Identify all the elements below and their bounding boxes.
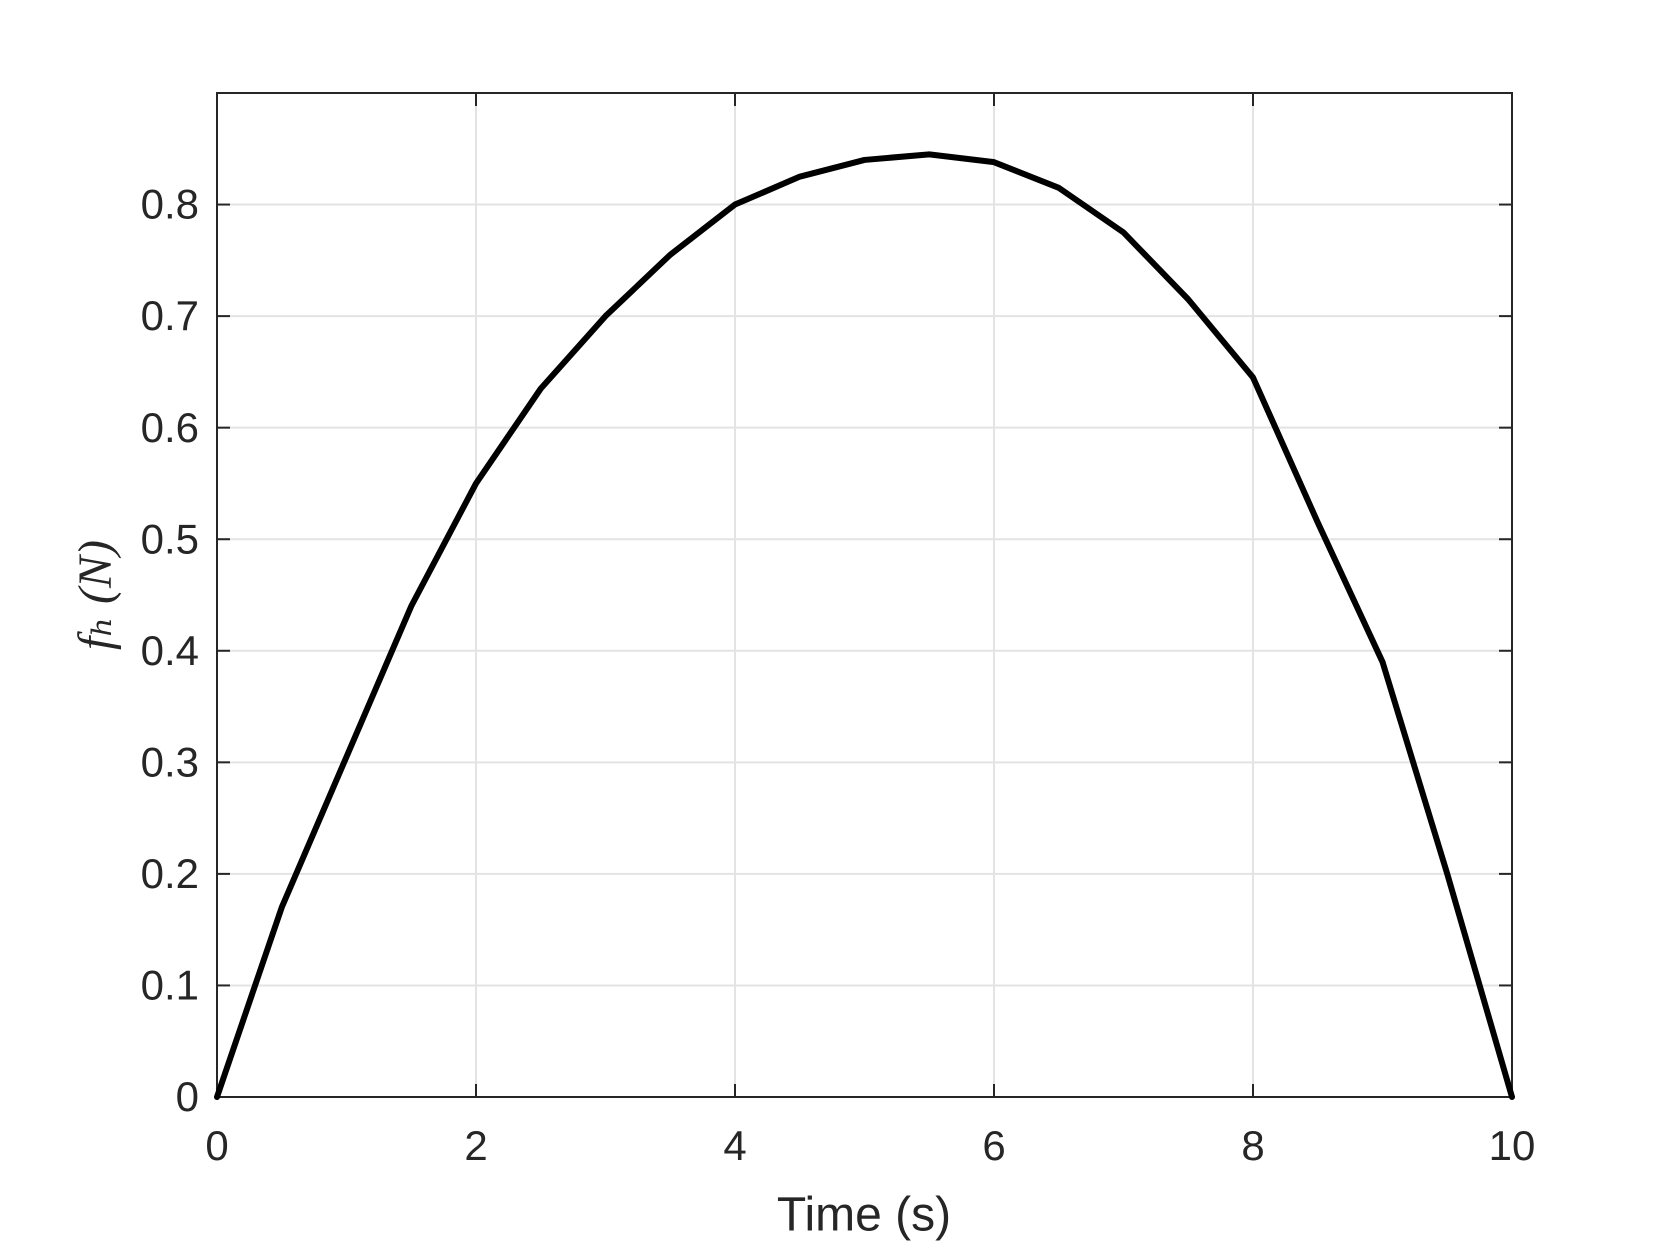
- x-tick-label: 10: [1489, 1122, 1536, 1169]
- y-tick-label: 0.2: [141, 850, 199, 897]
- x-tick-label: 2: [464, 1122, 487, 1169]
- y-tick-label: 0.4: [141, 627, 199, 674]
- x-tick-label: 6: [982, 1122, 1005, 1169]
- x-tick-label: 8: [1241, 1122, 1264, 1169]
- y-tick-label: 0.3: [141, 738, 199, 785]
- data-line: [214, 151, 1515, 1100]
- x-tick-label: 0: [205, 1122, 228, 1169]
- y-tick-label: 0: [176, 1073, 199, 1120]
- y-tick-label: 0.7: [141, 292, 199, 339]
- y-tick-label: 0.1: [141, 962, 199, 1009]
- y-tick-label: 0.5: [141, 515, 199, 562]
- y-tick-label: 0.8: [141, 181, 199, 228]
- x-axis-label: Time (s): [777, 1189, 951, 1242]
- x-tick-label: 4: [723, 1122, 746, 1169]
- y-tick-label: 0.6: [141, 404, 199, 451]
- plot-frame: [216, 92, 1513, 1098]
- y-axis-label: fₕ (N): [69, 540, 122, 650]
